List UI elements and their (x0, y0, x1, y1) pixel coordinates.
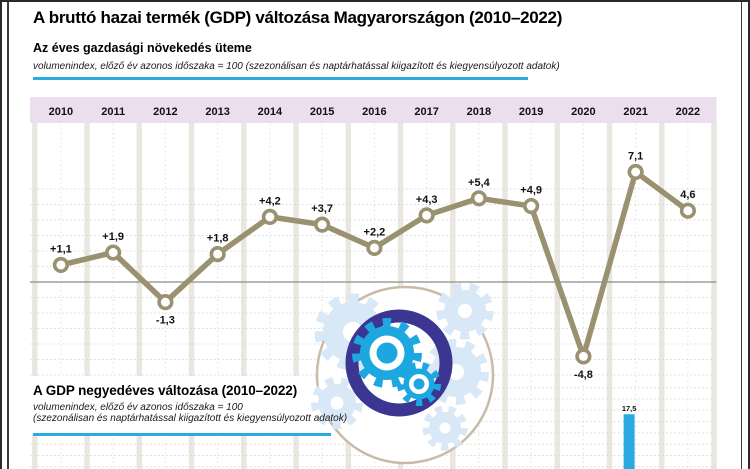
column-separator (554, 123, 561, 469)
data-point-label: +4,9 (520, 185, 542, 197)
quarterly-section-heading: A GDP negyedéves változása (2010–2022) (33, 383, 298, 398)
column-separator (502, 123, 508, 469)
data-point-label: +1,1 (50, 243, 72, 255)
data-point-label: -1,3 (156, 315, 175, 327)
column-separator (606, 123, 613, 469)
quarterly-title-background (30, 376, 335, 434)
economy-gears-illustration (311, 282, 495, 465)
annual-section-note: volumenindex, előző év azonos időszaka =… (33, 61, 560, 72)
page-title: A bruttó hazai termék (GDP) változása Ma… (33, 8, 563, 27)
data-point-label: +1,8 (207, 233, 229, 245)
year-label: 2018 (467, 106, 491, 118)
data-point-marker (261, 208, 279, 225)
data-point-marker (209, 246, 226, 263)
data-point-marker (105, 244, 122, 261)
year-label: 2012 (153, 106, 177, 118)
year-label: 2021 (623, 106, 647, 118)
annual-line-series: +1,1 +1,9 -1,3 +1,8 +4,2 +3,7 +2,2 +4,3 +5,4 +4,9… (50, 150, 697, 381)
year-label: 2019 (519, 106, 543, 118)
year-label: 2013 (205, 106, 229, 118)
data-point-label: 4,6 (680, 189, 695, 201)
year-label: 2015 (310, 106, 334, 118)
annual-heading-underline (33, 77, 528, 80)
inner-frame-left-line (7, 0, 9, 469)
data-point-marker (575, 348, 592, 365)
data-point-label: +2,2 (364, 226, 386, 238)
column-separator (711, 123, 717, 469)
data-point-marker (470, 190, 488, 207)
data-point-label: -4,8 (574, 369, 593, 381)
data-point-label: +4,3 (416, 194, 438, 206)
year-label: 2017 (414, 106, 438, 118)
column-separator (32, 123, 38, 469)
column-separator (241, 123, 247, 469)
data-point-marker (366, 239, 383, 256)
indigo-ring-icon (345, 309, 453, 417)
data-point-label: +4,2 (259, 195, 281, 207)
column-separator (84, 123, 90, 469)
data-point-marker (52, 256, 70, 274)
column-separator (188, 123, 195, 469)
inner-frame-right-line (740, 0, 742, 469)
data-point-label: +5,4 (468, 177, 491, 189)
annual-section-heading: Az éves gazdasági növekedés üteme (33, 41, 252, 55)
year-axis: 2010 2011 2012 2013 2014 2015 2016 2017 2018 2019… (49, 106, 700, 118)
data-point-marker (523, 197, 540, 215)
data-point-marker (418, 207, 435, 224)
column-separator (136, 123, 143, 469)
cyan-gear-small-icon (397, 362, 441, 406)
data-point-label: +1,9 (102, 231, 124, 243)
data-point-label: +3,7 (311, 203, 333, 215)
pale-gear-bottom-left-icon (311, 377, 363, 429)
year-label: 2016 (362, 106, 386, 118)
data-point-label: 7,1 (628, 150, 643, 162)
quarterly-bar-series: 17,5 (622, 404, 637, 469)
data-point-marker (679, 202, 697, 219)
data-point-marker (157, 294, 174, 311)
quarterly-section-note-line1: volumenindex, előző év azonos időszaka =… (33, 402, 243, 413)
year-label: 2010 (49, 106, 73, 118)
quarterly-section-note-line2: (szezonálisan és naptárhatással kiigazít… (33, 413, 348, 424)
quarterly-bar-label: 17,5 (622, 404, 637, 413)
pale-gear-top-right-icon (436, 282, 494, 340)
quarterly-bar (623, 414, 635, 469)
cyan-gear-large-icon (352, 318, 422, 388)
data-point-marker (627, 163, 644, 181)
year-label: 2011 (101, 106, 125, 118)
column-separator (659, 123, 665, 469)
data-point-marker (314, 216, 331, 233)
year-header-band (30, 97, 717, 123)
pale-gear-bottom-right-icon (422, 405, 468, 451)
year-label: 2014 (258, 106, 283, 118)
quarterly-heading-underline (33, 433, 331, 436)
year-label: 2020 (571, 106, 595, 118)
year-label: 2022 (676, 106, 700, 118)
column-separator (293, 123, 299, 469)
